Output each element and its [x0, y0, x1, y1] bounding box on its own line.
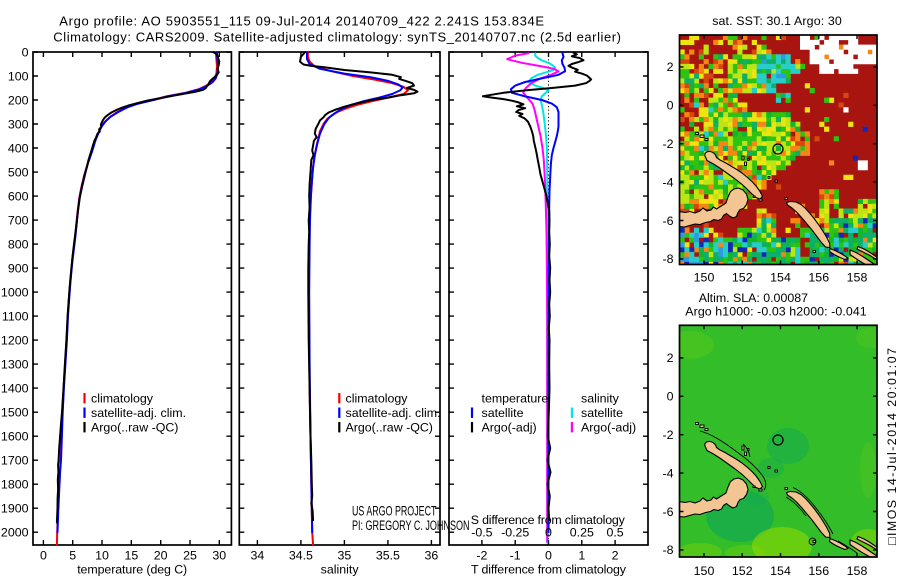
svg-text:Argo(..raw -QC): Argo(..raw -QC) [91, 421, 178, 435]
svg-text:0: 0 [667, 99, 674, 113]
svg-text:300: 300 [8, 117, 29, 131]
svg-text:-8: -8 [662, 252, 673, 266]
svg-text:0: 0 [40, 549, 47, 563]
svg-text:1100: 1100 [2, 309, 29, 323]
svg-text:salinity: salinity [321, 563, 360, 577]
svg-text:salinity: salinity [581, 392, 620, 406]
svg-text:climatology: climatology [346, 392, 409, 406]
svg-text:400: 400 [8, 141, 29, 155]
svg-text:1200: 1200 [1, 333, 29, 347]
svg-text:0: 0 [545, 525, 552, 539]
svg-text:0: 0 [22, 45, 29, 59]
svg-text:152: 152 [732, 564, 753, 578]
svg-text:2: 2 [612, 549, 619, 563]
svg-text:satellite-adj. clim.: satellite-adj. clim. [346, 406, 441, 420]
svg-text:1: 1 [578, 549, 585, 563]
svg-text:34: 34 [251, 549, 265, 563]
svg-text:1600: 1600 [1, 429, 29, 443]
svg-text:-2: -2 [662, 137, 673, 151]
svg-text:25: 25 [183, 549, 197, 563]
svg-text:200: 200 [8, 93, 29, 107]
svg-text:0.25: 0.25 [570, 525, 594, 539]
svg-text:154: 154 [770, 270, 791, 284]
svg-text:1400: 1400 [1, 381, 29, 395]
svg-text:152: 152 [732, 270, 753, 284]
svg-text:100: 100 [8, 69, 29, 83]
svg-text:Climatology: CARS2009. Satelli: Climatology: CARS2009. Satellite-adjuste… [53, 30, 621, 45]
svg-text:1500: 1500 [1, 405, 29, 419]
svg-text:0.5: 0.5 [606, 525, 623, 539]
svg-text:temperature: temperature [482, 392, 549, 406]
svg-text:5: 5 [69, 549, 76, 563]
svg-text:climatology: climatology [91, 392, 154, 406]
svg-text:T difference from climatology: T difference from climatology [471, 563, 627, 577]
svg-text:-8: -8 [662, 543, 673, 557]
svg-text:10: 10 [95, 549, 109, 563]
svg-text:150: 150 [694, 270, 715, 284]
svg-text:satellite: satellite [581, 406, 623, 420]
svg-text:500: 500 [8, 165, 29, 179]
svg-text:150: 150 [694, 564, 715, 578]
svg-text:Argo(-adj): Argo(-adj) [581, 421, 636, 435]
svg-text:Argo h1000: -0.03 h2000: -0.04: Argo h1000: -0.03 h2000: -0.041 [685, 304, 866, 318]
svg-text:154: 154 [770, 564, 791, 578]
svg-text:-0.5: -0.5 [471, 525, 492, 539]
svg-text:-1: -1 [510, 549, 521, 563]
svg-text:Argo(-adj): Argo(-adj) [482, 421, 537, 435]
svg-text:satellite-adj. clim.: satellite-adj. clim. [91, 406, 186, 420]
svg-text:1300: 1300 [1, 357, 29, 371]
svg-text:-0.25: -0.25 [501, 525, 529, 539]
svg-text:34.5: 34.5 [289, 549, 313, 563]
svg-text:700: 700 [8, 213, 29, 227]
svg-text:Argo profile: AO 5903551_115 0: Argo profile: AO 5903551_115 09-Jul-2014… [59, 13, 544, 28]
svg-text:sat. SST: 30.1 Argo: 30: sat. SST: 30.1 Argo: 30 [712, 14, 842, 28]
svg-text:-6: -6 [662, 214, 673, 228]
svg-text:1800: 1800 [1, 477, 29, 491]
svg-text:158: 158 [847, 270, 868, 284]
svg-text:0: 0 [667, 390, 674, 404]
svg-text:20: 20 [154, 549, 168, 563]
svg-text:2000: 2000 [1, 526, 29, 540]
svg-text:800: 800 [8, 237, 29, 251]
svg-text:35.5: 35.5 [376, 549, 400, 563]
svg-text:-2: -2 [476, 549, 487, 563]
svg-text:-4: -4 [662, 175, 673, 189]
svg-text:PI: GREGORY C. JOHNSON: PI: GREGORY C. JOHNSON [352, 518, 470, 533]
svg-text:156: 156 [808, 564, 829, 578]
svg-text:satellite: satellite [482, 406, 524, 420]
svg-text:-6: -6 [662, 505, 673, 519]
svg-text:Altim. SLA: 0.00087: Altim. SLA: 0.00087 [699, 291, 808, 305]
svg-text:35: 35 [338, 549, 352, 563]
svg-text:36: 36 [425, 549, 439, 563]
svg-text:2: 2 [667, 60, 674, 74]
svg-text:Argo(..raw -QC): Argo(..raw -QC) [346, 421, 433, 435]
svg-text:30: 30 [212, 549, 226, 563]
svg-text:15: 15 [124, 549, 138, 563]
svg-text:900: 900 [8, 261, 29, 275]
svg-text:2: 2 [667, 351, 674, 365]
svg-text:156: 156 [808, 270, 829, 284]
svg-text:S difference from climatology: S difference from climatology [471, 513, 626, 527]
svg-text:600: 600 [8, 189, 29, 203]
svg-text:158: 158 [847, 564, 868, 578]
svg-text:temperature (deg C): temperature (deg C) [77, 563, 187, 577]
svg-text:1000: 1000 [1, 285, 29, 299]
svg-text:1900: 1900 [1, 501, 29, 515]
svg-text:-4: -4 [662, 466, 673, 480]
svg-text:US ARGO PROJECT: US ARGO PROJECT [352, 504, 436, 520]
svg-text:-2: -2 [662, 428, 673, 442]
svg-text:1700: 1700 [1, 453, 29, 467]
svg-text:0: 0 [545, 549, 552, 563]
